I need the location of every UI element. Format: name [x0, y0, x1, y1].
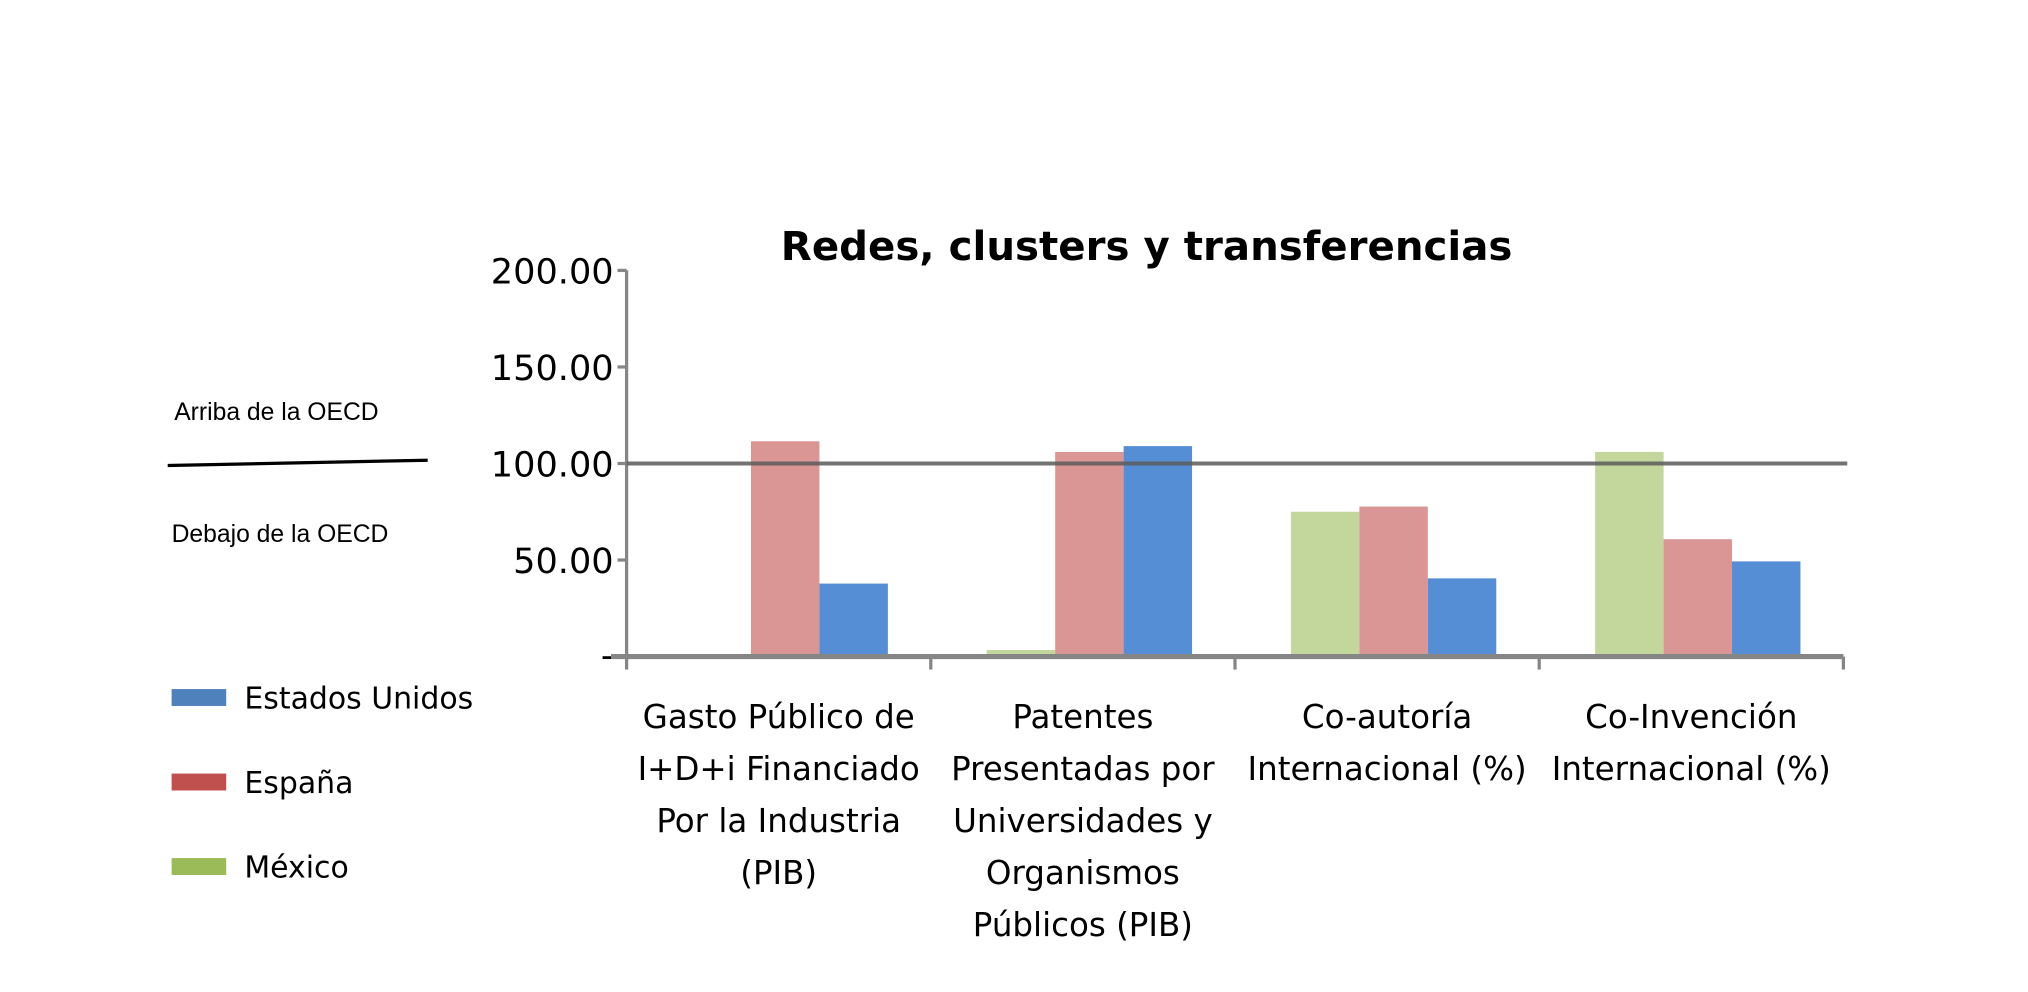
- x-category-label: Organismos: [986, 854, 1180, 892]
- bar-españa: [1359, 506, 1428, 657]
- y-tick-label: 50.00: [513, 541, 613, 582]
- x-category-label: (PIB): [740, 854, 817, 892]
- bar-méxico: [1595, 451, 1664, 657]
- x-category-label: Co-Invención: [1585, 698, 1797, 736]
- bar-méxico: [986, 650, 1056, 657]
- x-category-label: Públicos (PIB): [973, 906, 1193, 944]
- x-category-label: Por la Industria: [656, 802, 901, 840]
- x-category-label: Internacional (%): [1552, 750, 1831, 788]
- x-category-label: Patentes: [1012, 698, 1153, 736]
- chart-title: Redes, clusters y transferencias: [781, 223, 1513, 270]
- x-category-label: I+D+i Financiado: [638, 750, 920, 788]
- y-tick-label: 150.00: [491, 348, 614, 389]
- x-category-label: Gasto Público de: [643, 698, 915, 736]
- legend-swatch: [171, 689, 227, 706]
- x-category-label: Internacional (%): [1248, 750, 1527, 788]
- legend-swatch: [171, 858, 227, 875]
- legend-label: Estados Unidos: [244, 682, 473, 717]
- bar-españa: [750, 441, 820, 657]
- bar-estados-unidos: [1732, 561, 1801, 657]
- legend-label: México: [244, 851, 348, 886]
- bar-españa: [1663, 539, 1733, 657]
- y-tick-label: -: [601, 635, 614, 676]
- x-category-label: Universidades y: [953, 802, 1213, 840]
- bar-estados-unidos: [1427, 578, 1497, 657]
- annotation-below: Debajo de la OECD: [172, 521, 389, 548]
- bar-estados-unidos: [1123, 446, 1193, 657]
- bar-estados-unidos: [819, 583, 888, 657]
- y-tick-label: 200.00: [491, 251, 614, 292]
- legend-swatch: [171, 773, 227, 791]
- bar-españa: [1055, 451, 1124, 657]
- x-category-label: Co-autoría: [1302, 698, 1472, 736]
- annotation-above: Arriba de la OECD: [174, 399, 378, 426]
- annotation-divider-line: [167, 458, 428, 468]
- bar-méxico: [1290, 511, 1360, 657]
- x-category-label: Presentadas por: [951, 750, 1215, 788]
- y-tick-label: 100.00: [491, 444, 614, 485]
- legend-label: España: [244, 766, 353, 801]
